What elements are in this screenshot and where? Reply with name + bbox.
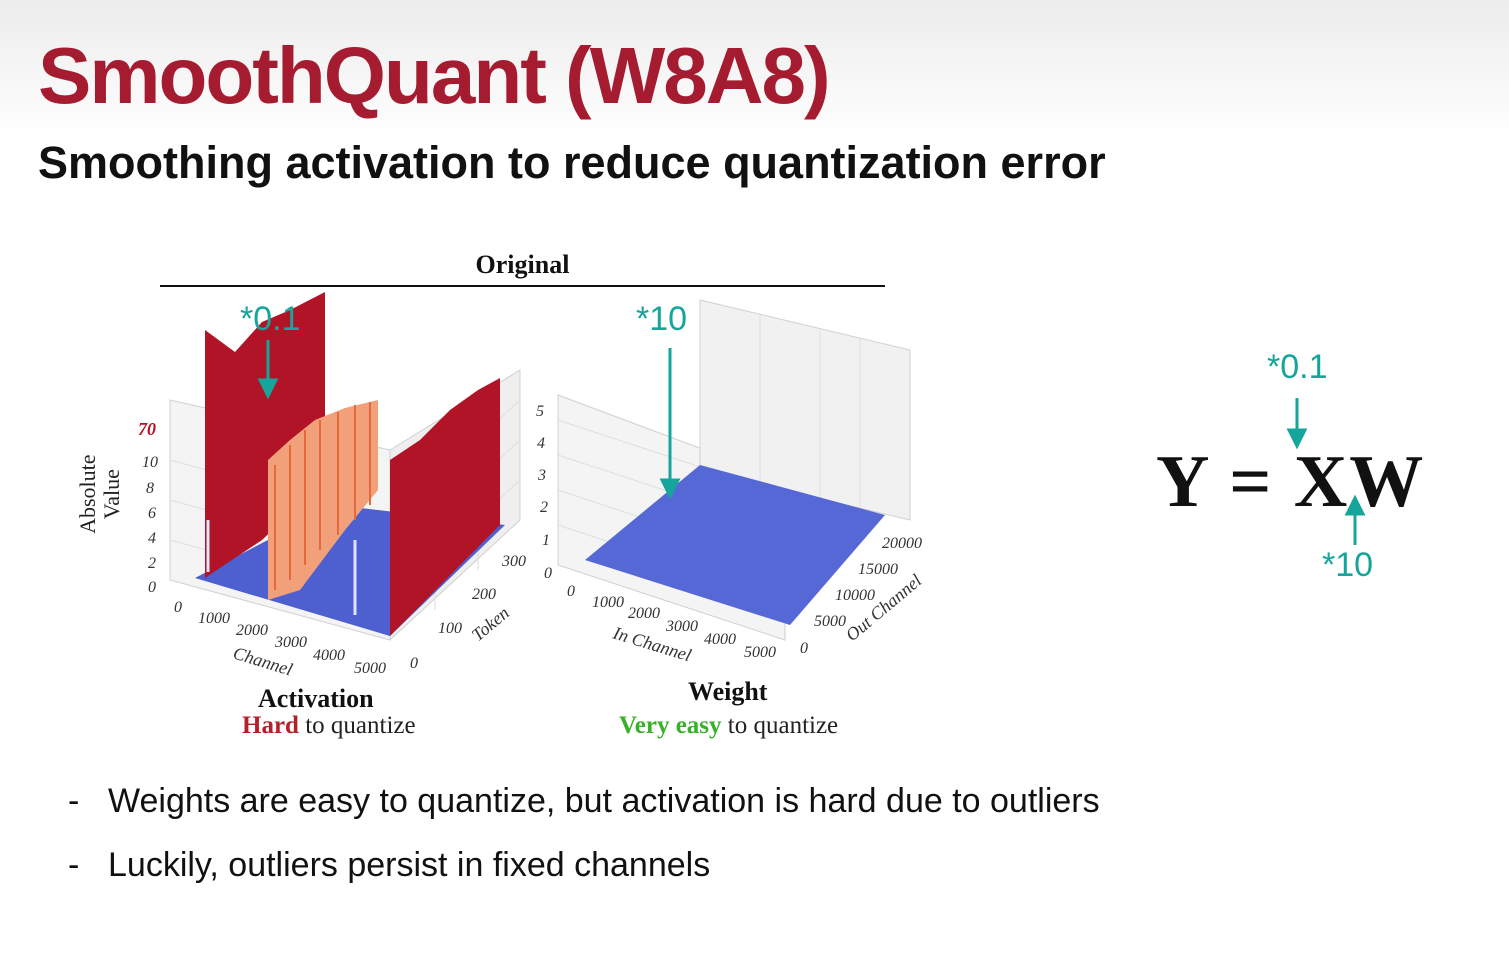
act-z-tick: 2	[148, 555, 156, 572]
activation-mid-spikes	[274, 402, 371, 590]
act-channel-tick: 3000	[274, 634, 307, 651]
act-channel-tick: 5000	[354, 660, 386, 677]
weight-plot	[557, 299, 911, 641]
weight-caption-emph: Very easy	[619, 712, 722, 739]
slide-title: SmoothQuant (W8A8)	[38, 31, 831, 120]
act-z-tick: 4	[148, 530, 156, 547]
wt-out-tick: 5000	[814, 613, 846, 630]
wt-in-tick: 3000	[665, 618, 698, 635]
act-channel-tick: 4000	[313, 647, 345, 664]
activation-outlier-right	[390, 378, 500, 636]
act-z-tick: 8	[146, 480, 154, 497]
wt-z-tick: 4	[537, 435, 545, 452]
act-z-tick: 6	[148, 505, 156, 522]
slide-subtitle: Smoothing activation to reduce quantizat…	[38, 137, 1106, 188]
plot-arrows	[257, 340, 681, 500]
equation-top-annotation: *0.1	[1267, 348, 1328, 386]
up-arrow-head	[1344, 494, 1366, 516]
act-token-tick: 200	[472, 586, 496, 603]
bullet-item: - Weights are easy to quantize, but acti…	[68, 782, 1100, 846]
wt-out-tick: 20000	[882, 535, 922, 552]
wt-z-tick: 3	[537, 467, 546, 484]
weight-caption-rest: to quantize	[721, 712, 839, 739]
down-arrow-head	[1286, 428, 1308, 450]
bullet-dash: -	[68, 782, 80, 820]
act-token-label: Token	[468, 603, 513, 646]
activation-scale-annotation: *0.1	[240, 300, 301, 338]
wt-in-tick: 5000	[744, 644, 776, 661]
z-axis-label-line2: Value	[99, 469, 124, 520]
equation-arrows	[1286, 398, 1366, 545]
wt-in-tick: 4000	[704, 631, 736, 648]
weight-back-pane	[699, 299, 911, 521]
wt-in-tick: 0	[567, 583, 575, 600]
activation-z-axis-label: Absolute Value	[74, 434, 124, 554]
bullet-dash: -	[68, 846, 80, 884]
act-token-tick: 0	[410, 655, 418, 672]
weight-arrow-head	[659, 478, 681, 500]
bullet-text: Weights are easy to quantize, but activa…	[108, 782, 1100, 820]
wt-out-tick: 0	[800, 640, 808, 657]
wt-out-tick: 10000	[835, 587, 875, 604]
act-z-tick: 10	[142, 454, 158, 471]
wt-z-tick: 5	[536, 403, 544, 420]
z-axis-label-line1: Absolute	[74, 454, 100, 534]
act-channel-tick: 1000	[198, 610, 230, 627]
weight-caption-title: Weight	[688, 677, 768, 706]
wt-z-tick: 2	[540, 499, 548, 516]
activation-mid-band	[268, 400, 378, 600]
wt-z-tick: 1	[542, 532, 550, 549]
equation-bottom-annotation: *10	[1322, 546, 1374, 584]
equation: Y = XW	[1156, 441, 1426, 523]
weight-scale-annotation: *10	[636, 300, 688, 338]
act-channel-tick: 0	[174, 599, 182, 616]
bullet-text: Luckily, outliers persist in fixed chann…	[108, 846, 711, 884]
weight-caption-sub: Very easy to quantize	[619, 712, 838, 740]
activation-caption-sub: Hard to quantize	[242, 712, 416, 740]
wt-z-tick: 0	[544, 565, 552, 582]
activation-caption-rest: to quantize	[298, 712, 416, 739]
act-z-tick: 0	[148, 579, 156, 596]
bullet-list: - Weights are easy to quantize, but acti…	[68, 782, 1100, 910]
activation-arrow-head	[257, 378, 279, 400]
activation-plot	[169, 292, 521, 642]
activation-caption-title: Activation	[258, 684, 374, 713]
act-channel-tick: 2000	[236, 622, 268, 639]
bullet-item: - Luckily, outliers persist in fixed cha…	[68, 846, 1100, 910]
figure-header-rule	[160, 285, 885, 287]
act-z-tick-outlier: 70	[138, 419, 156, 439]
weight-surface	[585, 465, 885, 625]
figure-header: Original	[475, 250, 570, 279]
activation-caption-emph: Hard	[242, 712, 299, 739]
wt-out-label: Out Channel	[842, 570, 926, 645]
wt-in-tick: 2000	[628, 605, 660, 622]
wt-in-tick: 1000	[592, 594, 624, 611]
act-token-tick: 100	[438, 620, 462, 637]
wt-out-tick: 15000	[858, 561, 898, 578]
act-token-tick: 300	[501, 553, 526, 570]
title-background	[0, 0, 1509, 140]
